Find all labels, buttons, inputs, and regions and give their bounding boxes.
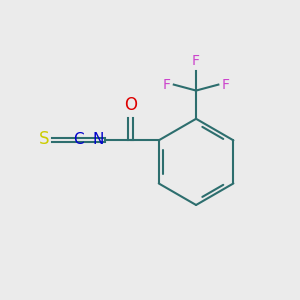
Text: N: N — [93, 132, 104, 147]
Text: F: F — [163, 78, 171, 92]
Text: O: O — [124, 97, 137, 115]
Text: S: S — [39, 130, 50, 148]
Text: C: C — [73, 132, 84, 147]
Text: F: F — [221, 78, 229, 92]
Text: F: F — [192, 54, 200, 68]
